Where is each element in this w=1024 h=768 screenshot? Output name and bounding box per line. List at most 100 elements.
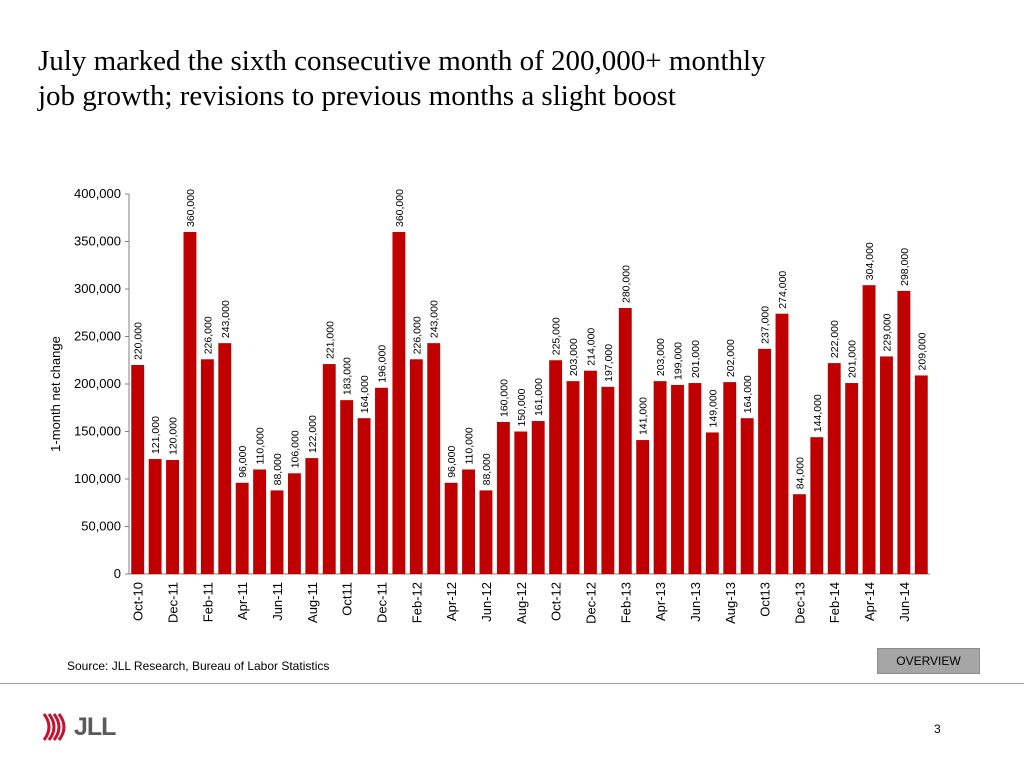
data-label: 221,000 [324, 321, 336, 359]
data-label: 161,000 [533, 378, 545, 416]
x-tick-label: Dec-11 [374, 582, 389, 623]
bar [200, 359, 214, 574]
x-tick-label: Jun-13 [688, 582, 703, 622]
bar [827, 363, 841, 574]
bar [270, 490, 284, 574]
bar [496, 422, 510, 574]
x-tick-label: Jun-14 [897, 582, 912, 622]
data-label: 106,000 [289, 430, 301, 468]
bar [618, 308, 632, 574]
y-tick-label: 350,000 [74, 234, 121, 249]
x-tick-label: Aug-12 [514, 582, 529, 624]
bar [914, 375, 928, 574]
data-label: 120,000 [168, 417, 180, 455]
x-tick-label: Oct-12 [549, 582, 564, 621]
data-label: 164,000 [742, 375, 754, 413]
chart-x-tick-labels: Oct-10 Dec-11 Feb-11 Apr-11 Jun-11 Aug-11 Oct1… [131, 582, 912, 624]
bar [340, 400, 354, 574]
data-label: 201,000 [847, 340, 859, 378]
bar [462, 469, 475, 574]
bar [636, 440, 650, 574]
bar [740, 418, 754, 574]
data-label: 201,000 [690, 340, 702, 378]
slide-title-line-2: job growth; revisions to previous months… [38, 80, 676, 112]
bar [305, 458, 319, 574]
data-label: 160,000 [498, 379, 510, 417]
jll-logo: JLL [40, 712, 116, 742]
data-label: 209,000 [916, 332, 928, 370]
bar [166, 460, 179, 574]
bar [897, 290, 911, 574]
bar [601, 386, 615, 574]
bar [357, 418, 371, 574]
x-tick-label: Oct-10 [131, 582, 146, 621]
data-label: 96,000 [237, 446, 249, 478]
x-tick-label: Dec-11 [166, 582, 181, 623]
data-label: 274,000 [777, 271, 789, 309]
data-label: 226,000 [202, 316, 214, 354]
y-tick-label: 250,000 [74, 329, 121, 344]
bar [427, 343, 441, 574]
x-tick-label: Feb-13 [618, 582, 633, 623]
y-tick-label: 400,000 [74, 186, 121, 201]
x-tick-label: Apr-14 [862, 582, 877, 621]
data-label: 197,000 [603, 344, 615, 382]
bar [862, 285, 876, 574]
data-label: 225,000 [551, 317, 563, 355]
y-tick-label: 200,000 [74, 376, 121, 391]
data-label: 88,000 [272, 453, 284, 485]
bar [653, 381, 667, 574]
bar [705, 432, 719, 574]
bar [235, 482, 249, 574]
bar [845, 383, 859, 574]
y-axis-title: 1-month net change [48, 336, 63, 452]
x-tick-label: Oct11 [340, 582, 355, 616]
bar [322, 364, 336, 574]
slide-title-line-1: July marked the sixth consecutive month … [38, 45, 766, 77]
bar [880, 356, 893, 574]
data-label: 214,000 [585, 328, 597, 366]
x-tick-label: Dec-13 [792, 582, 807, 624]
x-tick-label: Apr-11 [235, 582, 250, 620]
data-label: 149,000 [707, 389, 719, 427]
data-label: 203,000 [655, 338, 667, 376]
x-tick-label: Aug-11 [305, 582, 320, 623]
x-tick-label: Jun-11 [270, 582, 285, 621]
x-tick-label: Aug-13 [723, 582, 738, 624]
source-note: Source: JLL Research, Bureau of Labor St… [67, 659, 330, 673]
y-tick-label: 100,000 [74, 471, 121, 486]
data-label: 199,000 [673, 342, 685, 380]
y-tick-label: 300,000 [74, 281, 121, 296]
overview-button[interactable]: OVERVIEW [877, 648, 980, 674]
footer-divider [0, 683, 1024, 684]
logo-text: JLL [74, 712, 116, 741]
bar [688, 383, 702, 574]
bar [566, 381, 580, 574]
data-label: 202,000 [725, 339, 737, 377]
bar [723, 382, 737, 574]
x-tick-label: Feb-14 [827, 582, 842, 623]
data-label: 360,000 [185, 189, 197, 227]
bar [287, 473, 301, 574]
bar [514, 431, 528, 574]
bar [409, 359, 423, 574]
data-label: 110,000 [255, 427, 267, 464]
data-label: 203,000 [568, 338, 580, 376]
data-label: 183,000 [342, 357, 354, 395]
bar [775, 313, 789, 574]
slide-title: July marked the sixth consecutive month … [38, 44, 998, 114]
x-tick-label: Apr-13 [653, 582, 668, 621]
bar [131, 365, 145, 574]
data-label: 360,000 [394, 189, 406, 227]
chart-data-labels: 220,000 121,000 120,000 360,000 226,000 243,0… [133, 189, 929, 489]
x-tick-label: Oct13 [758, 582, 773, 617]
chart-bars [131, 232, 928, 574]
data-label: 298,000 [899, 248, 911, 286]
overview-button-label: OVERVIEW [896, 654, 961, 668]
data-label: 150,000 [516, 388, 528, 426]
bar [792, 494, 806, 574]
bar [148, 459, 162, 574]
bar [671, 384, 684, 574]
x-tick-label: Apr-12 [444, 582, 459, 621]
data-label: 222,000 [829, 320, 841, 358]
